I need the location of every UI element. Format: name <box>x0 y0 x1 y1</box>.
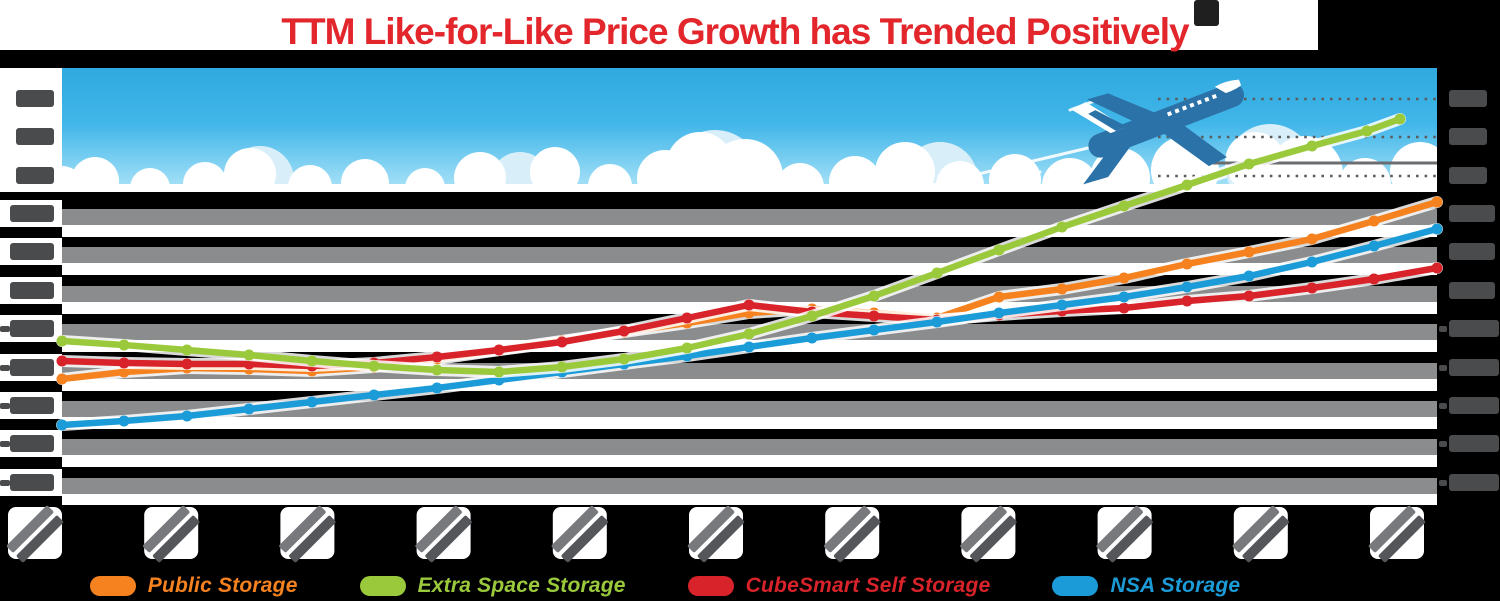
title-card <box>0 0 1318 50</box>
legend-swatch-extra-space-storage <box>359 576 406 596</box>
legend-item-public-storage: Public Storage <box>89 574 298 598</box>
x-tick-label-redacted <box>6 505 64 563</box>
legend-label: NSA Storage <box>1110 574 1241 597</box>
x-tick-label-redacted <box>960 505 1017 563</box>
x-tick-label-redacted <box>1368 505 1426 563</box>
footnote-marker-redacted-icon <box>1193 0 1219 26</box>
x-axis-labels <box>6 505 1426 563</box>
legend-item-cubesmart-self-storage: CubeSmart Self Storage <box>687 574 991 598</box>
legend: Public Storage Extra Space Storage CubeS… <box>0 574 1415 598</box>
legend-label: Public Storage <box>147 574 298 597</box>
legend-swatch-cubesmart-self-storage <box>687 576 734 596</box>
y-axis-labels-right <box>1439 90 1499 491</box>
page-title: TTM Like-for-Like Price Growth has Trend… <box>281 11 1189 52</box>
x-tick-label-redacted <box>1232 505 1289 563</box>
x-tick-label-redacted <box>415 505 472 563</box>
legend-item-extra-space-storage: Extra Space Storage <box>359 574 626 598</box>
x-tick-label-redacted <box>143 505 200 563</box>
x-tick-label-redacted <box>687 505 745 563</box>
x-tick-label-redacted <box>551 505 608 563</box>
sky-band <box>62 68 1437 192</box>
title-row: TTM Like-for-Like Price Growth has Trend… <box>0 0 1500 52</box>
series-cubesmart-self-storage <box>56 262 1443 372</box>
series-extra-space-storage <box>56 113 1406 378</box>
dotted-gridlines <box>1158 97 1437 178</box>
legend-item-nsa-storage: NSA Storage <box>1052 574 1240 598</box>
x-tick-label-redacted <box>824 505 881 563</box>
airplane-illustration <box>1071 79 1245 185</box>
data-series <box>56 113 1443 431</box>
y-axis-labels-left <box>0 90 54 491</box>
legend-swatch-nsa-storage <box>1052 576 1099 596</box>
x-tick-label-redacted <box>1096 505 1153 563</box>
series-nsa-storage <box>56 223 1443 431</box>
legend-label: Extra Space Storage <box>417 574 626 597</box>
legend-label: CubeSmart Self Storage <box>745 574 991 597</box>
x-tick-label-redacted <box>279 505 336 563</box>
legend-swatch-public-storage <box>89 576 136 596</box>
